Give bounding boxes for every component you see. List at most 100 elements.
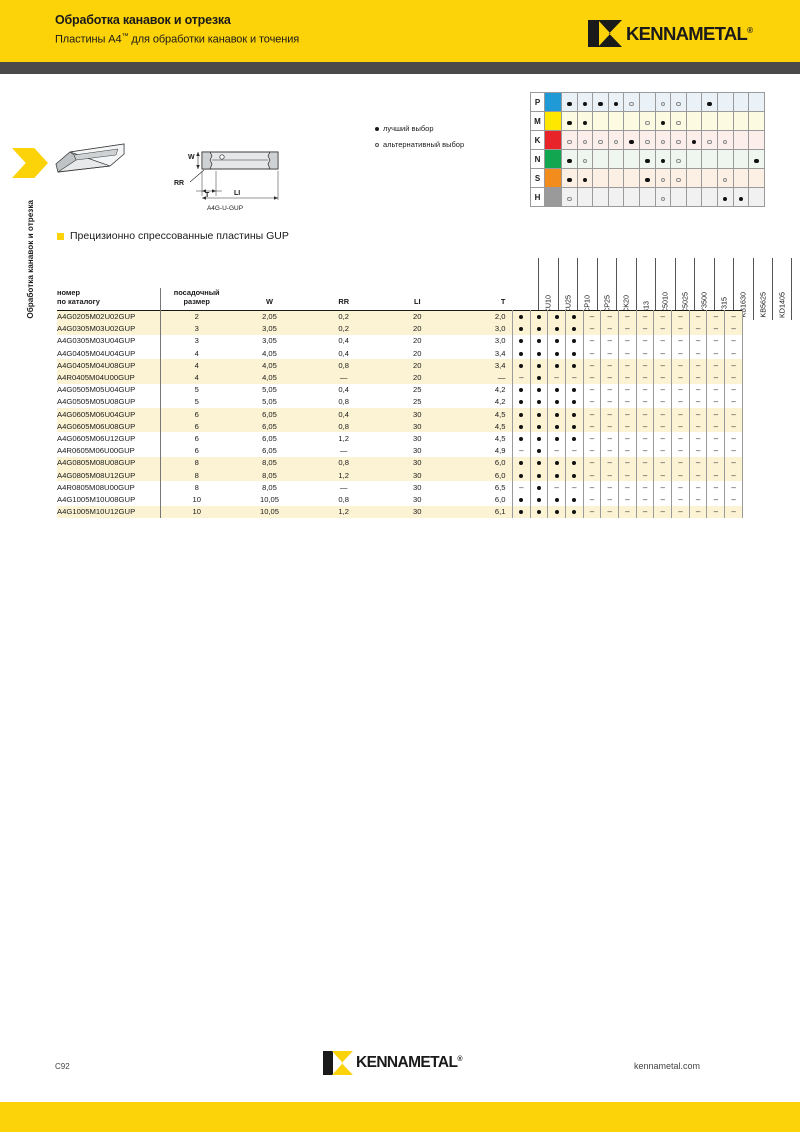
iso-matrix-cell (654, 187, 672, 207)
cell-grade-ky3500: – (653, 493, 672, 506)
dash-icon: – (713, 385, 719, 395)
cell-grade-kc5025: – (635, 420, 654, 433)
cell-grade-kcp10 (547, 493, 566, 506)
dash-icon: – (713, 397, 719, 407)
cell-grade-kc5025: – (635, 310, 654, 323)
filled-dot-icon (536, 485, 541, 490)
iso-matrix-cell (716, 168, 734, 188)
table-row[interactable]: A4G0405M04U04GUP 4 4,05 0,4 20 3,4 – – – – – – – – – (57, 347, 743, 360)
cell-grade-kc5010: – (618, 310, 637, 323)
dash-icon: – (625, 446, 630, 456)
dash-icon: – (607, 482, 612, 492)
grade-header-ky3500: KY3500 (694, 258, 714, 320)
table-row[interactable]: A4G0605M06U12GUP 6 6,05 1,2 30 4,5 – – – – – – – – – (57, 432, 743, 445)
cell-grade-kc5010: – (618, 383, 637, 396)
dash-icon: – (642, 360, 648, 370)
table-row[interactable]: A4R0605M06U00GUP 6 6,05 — 30 4,9 – – – – – – – – – – – – (57, 444, 743, 457)
table-row[interactable]: A4G0505M05U08GUP 5 5,05 0,8 25 4,2 – – – – – – – – – (57, 395, 743, 408)
cell-grade-kcp10: – (547, 371, 566, 384)
brand-name: KENNAMETAL (626, 22, 748, 44)
page-subtitle: Пластины A4™ для обработки канавок и точ… (55, 33, 299, 46)
table-row[interactable]: A4G0805M08U08GUP 8 8,05 0,8 30 6,0 – – – – – – – – – (57, 456, 743, 469)
dash-icon: – (678, 312, 683, 322)
cell-seat-size: 8 (194, 470, 199, 480)
cell-seat-size: 6 (194, 409, 199, 419)
table-row[interactable]: A4R0805M08U00GUP 8 8,05 — 30 6,5 – – – – – – – – – – – – (57, 481, 743, 494)
cell-grade-kb1630: – (688, 444, 707, 457)
footer-registered-symbol: ® (457, 1055, 462, 1063)
cell-seat-size: 5 (194, 385, 199, 395)
cell-grade-kck20: – (582, 408, 601, 421)
cell-grade-kck20: – (582, 468, 601, 482)
cell-grade-kb5625: – (706, 359, 725, 372)
dash-icon: – (589, 348, 595, 358)
cell-grade-ky3500: – (653, 334, 672, 348)
filled-dot-icon (536, 327, 541, 332)
table-row[interactable]: A4G0605M06U04GUP 6 6,05 0,4 30 4,5 – – – – – – – – – (57, 408, 743, 421)
iso-matrix-cell (576, 149, 594, 169)
cell-grade-kcu10 (511, 347, 531, 360)
filled-dot-icon (572, 436, 577, 441)
cell-seat-size: 6 (194, 421, 199, 431)
cell-grade-kb5625: – (706, 322, 725, 335)
cell-rr: 0,8 (338, 397, 349, 407)
dash-icon: – (713, 433, 719, 443)
dash-icon: – (731, 446, 736, 456)
cell-grade-kcu10 (511, 505, 531, 518)
dash-icon: – (660, 421, 665, 431)
cell-grade-kc5025: – (635, 334, 654, 348)
filled-dot-icon (613, 101, 619, 106)
iso-matrix-cell (592, 149, 609, 169)
cell-grade-kcu10 (511, 334, 531, 348)
registered-symbol: ® (747, 25, 753, 35)
cell-grade-kck20: – (582, 456, 601, 469)
iso-matrix-cell (654, 149, 672, 169)
cell-rr: 1,2 (338, 507, 349, 517)
table-row[interactable]: A4G0305M03U04GUP 3 3,05 0,4 20 3,0 – – – – – – – – – (57, 334, 743, 348)
iso-group-color-swatch (544, 92, 562, 112)
filled-dot-icon (519, 351, 524, 356)
filled-dot-icon (572, 473, 577, 478)
dash-icon: – (589, 482, 595, 492)
dash-icon: – (554, 446, 559, 456)
cell-grade-kc5010: – (618, 334, 637, 348)
cell-grade-kb1630: – (688, 468, 707, 482)
cell-catalog-number: A4G0605M06U12GUP (57, 432, 161, 445)
table-row[interactable]: A4G0305M03U02GUP 3 3,05 0,2 20 3,0 – – – – – – – – – (57, 322, 743, 335)
table-row[interactable]: A4G0205M02U02GUP 2 2,05 0,2 20 2,0 – – – – – – – – – (57, 310, 743, 323)
table-row[interactable]: A4G0505M05U04GUP 5 5,05 0,4 25 4,2 – – – – – – – – – (57, 383, 743, 396)
cell-catalog-number: A4R0605M06U00GUP (57, 444, 161, 457)
iso-matrix-cell (701, 149, 718, 169)
cell-grade-kcp25 (564, 420, 584, 433)
table-row[interactable]: A4R0405M04U00GUP 4 4,05 — 20 — – – – – – – – – – – – – (57, 371, 743, 384)
cell-grade-kck20: – (582, 310, 601, 323)
cell-grade-kc5025: – (635, 408, 654, 421)
cell-spacer (505, 323, 512, 335)
table-row[interactable]: A4G0605M06U08GUP 6 6,05 0,8 30 4,5 – – – – – – – – – (57, 420, 743, 433)
dash-icon: – (625, 433, 630, 443)
cell-catalog-number: A4G0205M02U02GUP (57, 310, 161, 323)
dash-icon: – (678, 458, 683, 468)
iso-matrix-cell (716, 92, 734, 112)
table-row[interactable]: A4G0805M08U12GUP 8 8,05 1,2 30 6,0 – – – – – – – – – (57, 468, 743, 482)
cell-grade-kc5025: – (635, 468, 654, 482)
cell-grade-k313: – (600, 420, 619, 433)
cell-grade-kb1630: – (688, 310, 707, 323)
table-row[interactable]: A4G0405M04U08GUP 4 4,05 0,8 20 3,4 – – – – – – – – – (57, 359, 743, 372)
iso-matrix-cell (576, 187, 594, 207)
table-row[interactable]: A4G1005M10U08GUP 10 10,05 0,8 30 6,0 – – – – – – – – – (57, 493, 743, 506)
cell-grade-kc5010: – (618, 432, 637, 445)
table-row[interactable]: A4G1005M10U12GUP 10 10,05 1,2 30 6,1 – – – – – – – – – (57, 505, 743, 518)
dash-icon: – (625, 348, 630, 358)
hollow-dot-icon (676, 139, 681, 144)
filled-dot-icon (572, 400, 577, 405)
legend-label-best: лучший выбор (383, 124, 434, 133)
cell-grade-kc5025: – (635, 359, 654, 372)
cell-seat-size: 8 (194, 482, 199, 492)
cell-grade-kcu10 (511, 383, 531, 396)
cell-grade-kcp25 (564, 468, 584, 482)
dash-icon: – (607, 373, 612, 383)
col-header-catalog: номер по каталогу (57, 288, 161, 310)
dash-icon: – (660, 458, 665, 468)
cell-grade-kt315: – (671, 359, 690, 372)
